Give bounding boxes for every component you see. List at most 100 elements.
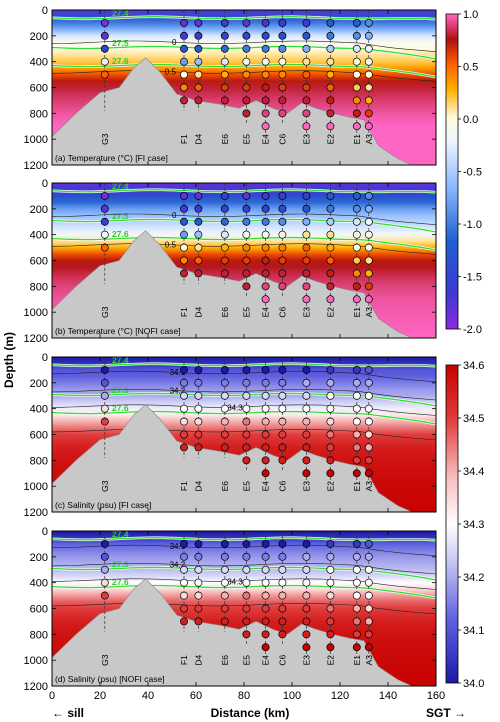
obs-point <box>242 31 251 40</box>
obs-point <box>326 243 335 252</box>
y-tick-label: 200 <box>30 204 48 216</box>
obs-point <box>242 57 251 66</box>
station-label: E3 <box>301 134 311 145</box>
obs-point <box>261 643 270 652</box>
colorbars-group: 1.00.50.0-0.5-1.0-1.5-2.034.634.534.434.… <box>445 9 484 690</box>
obs-point <box>194 204 203 213</box>
obs-point <box>352 617 361 626</box>
obs-point <box>278 578 287 587</box>
obs-point <box>352 378 361 387</box>
isopycnal-line <box>52 189 436 193</box>
obs-point <box>180 430 188 439</box>
station-label: C6 <box>277 133 287 144</box>
obs-point <box>194 243 203 252</box>
colorbar-tick-label: -1.0 <box>463 219 482 231</box>
obs-point <box>100 70 109 79</box>
obs-point <box>326 539 335 548</box>
obs-point <box>364 230 373 239</box>
station-label: G3 <box>100 133 110 145</box>
colorbar-tick-label: 34.2 <box>463 572 484 584</box>
obs-point <box>278 591 287 600</box>
obs-point <box>278 83 287 92</box>
obs-point <box>352 578 361 587</box>
obs-point <box>220 243 229 252</box>
obs-point <box>180 57 188 66</box>
obs-point <box>242 417 251 426</box>
obs-point <box>220 417 229 426</box>
isopycnal-line <box>52 236 436 251</box>
x-tick-label: 40 <box>142 690 154 702</box>
obs-point <box>220 591 229 600</box>
obs-point <box>302 417 311 426</box>
obs-point <box>194 617 203 626</box>
obs-point <box>261 578 270 587</box>
obs-point <box>100 230 109 239</box>
station-label: F1 <box>179 655 189 665</box>
obs-point <box>278 443 287 452</box>
obs-point <box>180 443 188 452</box>
station-label: E2 <box>325 307 335 318</box>
obs-point <box>278 230 287 239</box>
isopycnal-label: 27.6 <box>112 56 129 66</box>
obs-point <box>278 456 287 465</box>
obs-point <box>242 552 251 561</box>
obs-point <box>242 96 251 105</box>
obs-point <box>352 57 361 66</box>
obs-point <box>352 44 361 53</box>
x-axis-label: Distance (km) <box>211 706 290 720</box>
obs-point <box>326 57 335 66</box>
obs-point <box>364 617 373 626</box>
obs-point <box>278 539 287 548</box>
obs-point <box>180 404 188 413</box>
obs-point <box>180 96 188 105</box>
colorbar-tick-label: 34.3 <box>463 519 484 531</box>
station-label: E4 <box>261 481 271 492</box>
obs-point <box>220 552 229 561</box>
obs-point <box>180 83 188 92</box>
obs-point <box>278 391 287 400</box>
obs-point <box>180 578 188 587</box>
y-tick-label: 1000 <box>24 655 48 667</box>
obs-point <box>180 217 188 226</box>
station-label: F1 <box>179 481 189 491</box>
obs-point <box>261 365 270 374</box>
obs-point <box>364 565 373 574</box>
isopycnal-label: 27.5 <box>112 559 129 569</box>
obs-point <box>242 391 251 400</box>
y-tick-label: 400 <box>30 57 48 69</box>
obs-point <box>100 243 109 252</box>
obs-point <box>242 256 251 265</box>
obs-point <box>261 243 270 252</box>
obs-point <box>100 591 109 600</box>
obs-point <box>326 109 335 118</box>
colorbar-tick-label: 34.1 <box>463 625 484 637</box>
obs-point <box>364 217 373 226</box>
station-label: E6 <box>220 481 230 492</box>
obs-point <box>326 378 335 387</box>
obs-point <box>261 456 270 465</box>
obs-point <box>326 443 335 452</box>
x-tick-label: 80 <box>238 690 250 702</box>
obs-point <box>302 295 311 304</box>
obs-point <box>100 539 109 548</box>
obs-point <box>302 604 311 613</box>
obs-point <box>100 365 109 374</box>
obs-point <box>302 552 311 561</box>
obs-point <box>302 230 311 239</box>
obs-point <box>352 417 361 426</box>
obs-point <box>194 378 203 387</box>
obs-point <box>364 378 373 387</box>
obs-point <box>180 365 188 374</box>
x-tick-label: 60 <box>190 690 202 702</box>
obs-point <box>326 96 335 105</box>
obs-point <box>364 295 373 304</box>
obs-point <box>180 31 188 40</box>
obs-point <box>352 204 361 213</box>
x-tick-label: 160 <box>427 690 445 702</box>
obs-point <box>180 243 188 252</box>
obs-point <box>242 70 251 79</box>
obs-point <box>180 604 188 613</box>
obs-point <box>278 269 287 278</box>
obs-point <box>278 630 287 639</box>
